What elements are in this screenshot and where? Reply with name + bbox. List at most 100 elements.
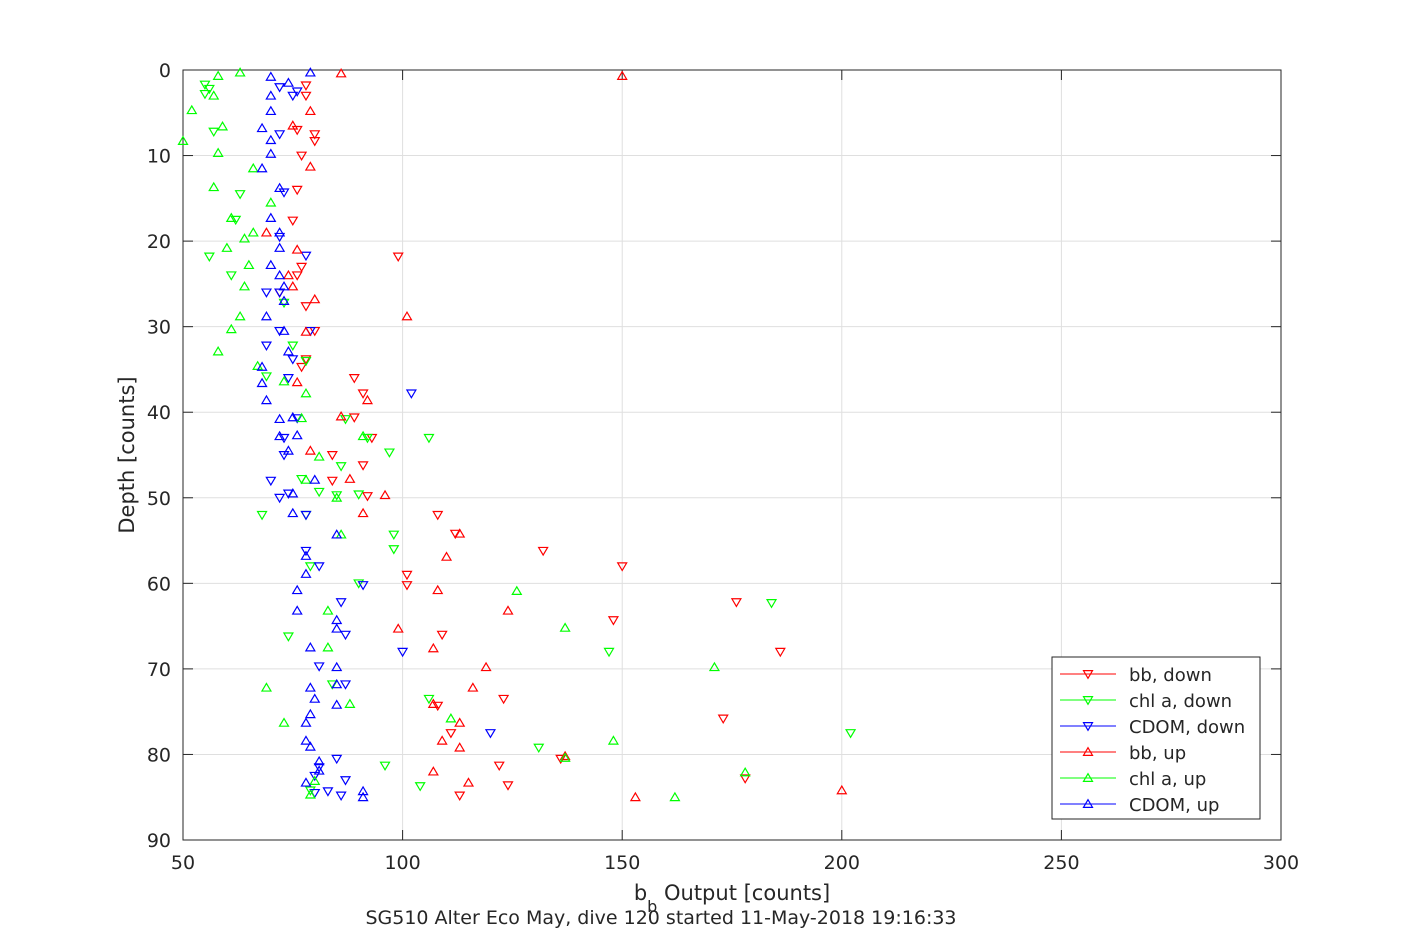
y-tick-label: 0 xyxy=(159,60,171,82)
data-point xyxy=(313,562,325,572)
data-point xyxy=(432,584,444,595)
data-point xyxy=(322,787,334,797)
series-2 xyxy=(260,83,496,801)
data-point xyxy=(247,162,259,173)
series-4 xyxy=(177,67,751,802)
data-point xyxy=(256,377,268,388)
legend-label: bb, down xyxy=(1129,665,1212,686)
data-point xyxy=(309,474,321,484)
data-point xyxy=(199,89,211,100)
data-point xyxy=(708,661,720,672)
data-point xyxy=(427,698,439,708)
data-point xyxy=(274,413,286,424)
data-point xyxy=(287,216,299,227)
data-point xyxy=(265,212,277,222)
data-point xyxy=(278,325,290,335)
data-point xyxy=(765,599,778,609)
data-point xyxy=(339,680,352,690)
data-point xyxy=(230,215,242,226)
data-point xyxy=(309,293,321,304)
data-point xyxy=(423,694,435,705)
data-point xyxy=(304,786,316,796)
data-point xyxy=(533,743,545,754)
data-point xyxy=(247,227,259,237)
axes-box xyxy=(182,69,1282,841)
data-point xyxy=(296,262,308,273)
data-point xyxy=(216,121,229,131)
data-point xyxy=(313,765,325,775)
data-point xyxy=(278,280,290,291)
data-point xyxy=(313,755,325,766)
data-point xyxy=(278,298,290,309)
data-point xyxy=(274,227,286,237)
data-point xyxy=(291,376,303,387)
data-point xyxy=(511,585,523,596)
data-point xyxy=(322,605,334,615)
data-point xyxy=(445,729,457,739)
data-point xyxy=(304,642,316,652)
data-point xyxy=(357,785,369,796)
data-point xyxy=(256,361,268,371)
data-point xyxy=(260,288,272,298)
data-point xyxy=(739,766,751,777)
data-point xyxy=(265,90,277,100)
data-point xyxy=(357,461,369,471)
data-point xyxy=(212,70,224,80)
data-point xyxy=(260,227,272,237)
data-point xyxy=(603,647,615,658)
data-point xyxy=(335,598,347,608)
data-point xyxy=(208,90,220,100)
y-tick-label: 40 xyxy=(147,402,171,424)
legend-marker xyxy=(1082,798,1094,808)
data-point xyxy=(335,67,347,78)
data-point xyxy=(238,280,251,291)
data-point xyxy=(256,162,268,173)
data-point xyxy=(304,789,316,799)
data-point xyxy=(339,776,352,786)
y-tick-label: 60 xyxy=(147,573,171,595)
data-point xyxy=(287,341,299,351)
data-point xyxy=(287,355,299,365)
data-point xyxy=(445,713,457,723)
legend-label: CDOM, up xyxy=(1129,795,1219,816)
data-point xyxy=(392,252,404,262)
x-axis-label-main: b xyxy=(634,881,647,905)
data-point xyxy=(502,605,514,615)
data-point xyxy=(265,259,277,270)
legend-label: CDOM, down xyxy=(1129,717,1245,738)
x-tick-label: 50 xyxy=(171,852,195,874)
data-point xyxy=(480,661,492,672)
data-point xyxy=(309,137,321,147)
data-point xyxy=(291,584,303,595)
x-axis-label-rest: Output [counts] xyxy=(657,881,830,905)
data-point xyxy=(282,374,294,384)
data-point xyxy=(484,729,496,739)
data-point xyxy=(300,550,312,560)
legend-label: chl a, up xyxy=(1129,769,1206,790)
y-tick-label: 80 xyxy=(147,744,171,766)
data-point xyxy=(361,394,374,405)
legend-marker xyxy=(1082,746,1094,756)
data-point xyxy=(739,774,751,784)
data-point xyxy=(282,77,294,87)
data-point xyxy=(357,430,369,441)
data-point xyxy=(260,341,272,351)
data-point xyxy=(401,570,413,581)
data-point xyxy=(304,161,316,171)
data-point xyxy=(427,642,439,653)
data-point xyxy=(392,623,404,633)
data-point xyxy=(432,701,444,712)
data-point xyxy=(291,605,303,615)
data-point xyxy=(401,310,413,321)
data-point xyxy=(274,269,286,280)
data-point xyxy=(203,252,215,262)
data-point xyxy=(331,529,343,539)
data-point xyxy=(361,492,374,502)
data-point xyxy=(300,251,312,262)
data-point xyxy=(291,244,303,254)
data-point xyxy=(348,374,360,384)
data-point xyxy=(414,782,426,792)
data-point xyxy=(335,462,347,472)
data-point xyxy=(282,445,294,455)
